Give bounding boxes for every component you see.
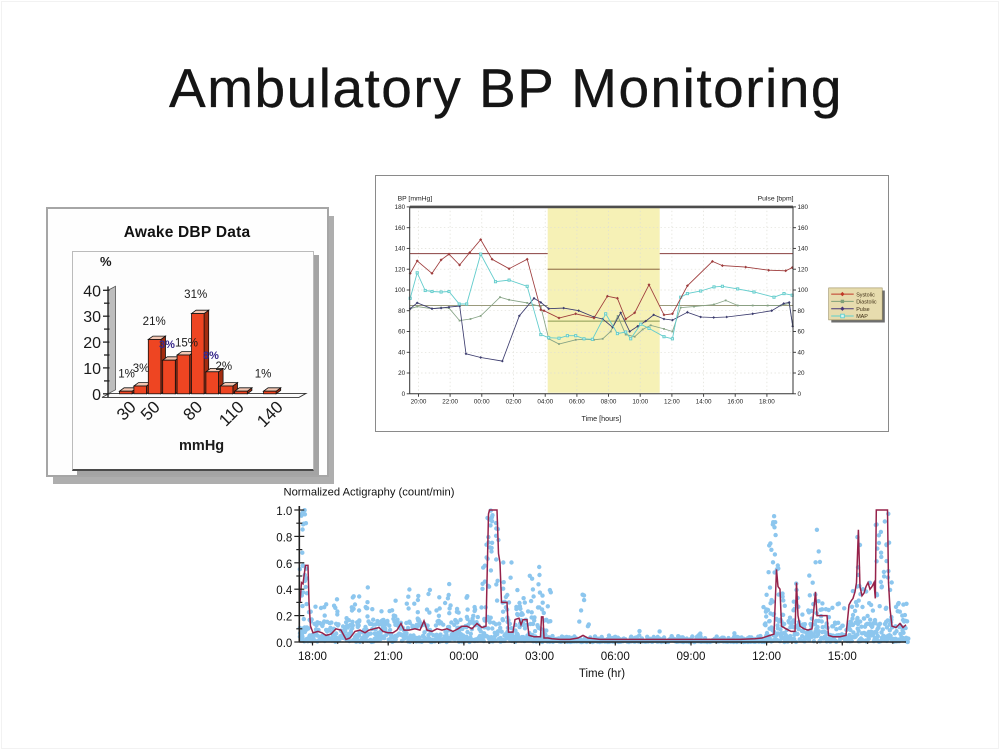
svg-text:120: 120 bbox=[798, 266, 809, 273]
svg-text:15%: 15% bbox=[175, 338, 198, 350]
svg-text:40: 40 bbox=[398, 350, 406, 357]
svg-text:10: 10 bbox=[83, 361, 101, 378]
svg-text:160: 160 bbox=[395, 225, 406, 232]
svg-text:60: 60 bbox=[398, 329, 406, 336]
svg-text:30: 30 bbox=[83, 309, 101, 326]
svg-text:80: 80 bbox=[398, 308, 406, 315]
svg-text:Normalized Actigraphy (count/m: Normalized Actigraphy (count/min) bbox=[284, 486, 455, 498]
svg-text:15:00: 15:00 bbox=[828, 650, 857, 663]
svg-text:10:00: 10:00 bbox=[632, 398, 648, 405]
svg-text:1%: 1% bbox=[118, 369, 135, 381]
svg-text:100: 100 bbox=[798, 287, 809, 294]
svg-text:16:00: 16:00 bbox=[727, 398, 743, 405]
svg-text:%: % bbox=[100, 254, 112, 269]
svg-text:08:00: 08:00 bbox=[601, 398, 617, 405]
svg-text:140: 140 bbox=[798, 246, 809, 253]
svg-text:06:00: 06:00 bbox=[569, 398, 585, 405]
svg-text:00:00: 00:00 bbox=[474, 398, 490, 405]
svg-text:0.4: 0.4 bbox=[276, 585, 293, 597]
svg-text:120: 120 bbox=[395, 266, 406, 273]
svg-text:0.0: 0.0 bbox=[276, 638, 292, 650]
svg-text:40: 40 bbox=[798, 350, 806, 357]
svg-text:21%: 21% bbox=[143, 316, 166, 328]
svg-text:2%: 2% bbox=[215, 361, 232, 373]
svg-text:40: 40 bbox=[83, 283, 101, 300]
svg-text:80: 80 bbox=[179, 397, 206, 424]
svg-text:14:00: 14:00 bbox=[696, 398, 712, 405]
svg-text:0.2: 0.2 bbox=[276, 612, 292, 624]
svg-text:18:00: 18:00 bbox=[298, 650, 327, 663]
svg-text:80: 80 bbox=[798, 308, 806, 315]
svg-text:3%: 3% bbox=[159, 339, 175, 351]
svg-text:100: 100 bbox=[395, 287, 406, 294]
svg-text:22:00: 22:00 bbox=[442, 398, 458, 405]
svg-text:0.8: 0.8 bbox=[276, 532, 292, 544]
svg-text:20: 20 bbox=[83, 335, 101, 352]
svg-text:3%: 3% bbox=[133, 363, 150, 375]
svg-text:03:00: 03:00 bbox=[525, 650, 554, 663]
svg-text:06:00: 06:00 bbox=[601, 650, 630, 663]
svg-text:110: 110 bbox=[215, 397, 248, 430]
svg-text:0: 0 bbox=[92, 387, 101, 404]
svg-text:60: 60 bbox=[798, 329, 806, 336]
svg-text:8%: 8% bbox=[203, 350, 219, 362]
svg-text:04:00: 04:00 bbox=[537, 398, 553, 405]
svg-text:0: 0 bbox=[402, 391, 406, 398]
svg-text:50: 50 bbox=[137, 397, 164, 424]
svg-text:Pulse: Pulse bbox=[856, 307, 870, 313]
svg-text:180: 180 bbox=[395, 204, 406, 211]
svg-text:0.6: 0.6 bbox=[276, 559, 292, 571]
svg-text:Diastolic: Diastolic bbox=[856, 300, 877, 306]
svg-text:1%: 1% bbox=[255, 369, 272, 381]
svg-text:Pulse [bpm]: Pulse [bpm] bbox=[758, 195, 794, 202]
svg-text:12:00: 12:00 bbox=[752, 650, 781, 663]
svg-text:MAP: MAP bbox=[856, 314, 868, 320]
svg-text:Time (hr): Time (hr) bbox=[579, 668, 625, 680]
svg-text:02:00: 02:00 bbox=[506, 398, 522, 405]
svg-text:0: 0 bbox=[798, 391, 802, 398]
svg-text:1.0: 1.0 bbox=[276, 506, 292, 518]
svg-text:BP [mmHg]: BP [mmHg] bbox=[398, 195, 433, 202]
svg-text:20: 20 bbox=[798, 370, 806, 377]
svg-text:31%: 31% bbox=[184, 289, 207, 301]
svg-text:00:00: 00:00 bbox=[449, 650, 478, 663]
svg-text:140: 140 bbox=[253, 397, 286, 430]
svg-text:21:00: 21:00 bbox=[374, 650, 403, 663]
svg-text:140: 140 bbox=[395, 246, 406, 253]
svg-text:160: 160 bbox=[798, 225, 809, 232]
svg-text:20: 20 bbox=[398, 370, 406, 377]
svg-text:mmHg: mmHg bbox=[179, 438, 224, 454]
svg-text:Time [hours]: Time [hours] bbox=[581, 414, 621, 423]
svg-text:09:00: 09:00 bbox=[676, 650, 705, 663]
svg-text:20:00: 20:00 bbox=[411, 398, 427, 405]
svg-text:180: 180 bbox=[798, 204, 809, 211]
svg-text:12:00: 12:00 bbox=[664, 398, 680, 405]
svg-text:Systolic: Systolic bbox=[856, 292, 875, 298]
svg-text:18:00: 18:00 bbox=[759, 398, 775, 405]
